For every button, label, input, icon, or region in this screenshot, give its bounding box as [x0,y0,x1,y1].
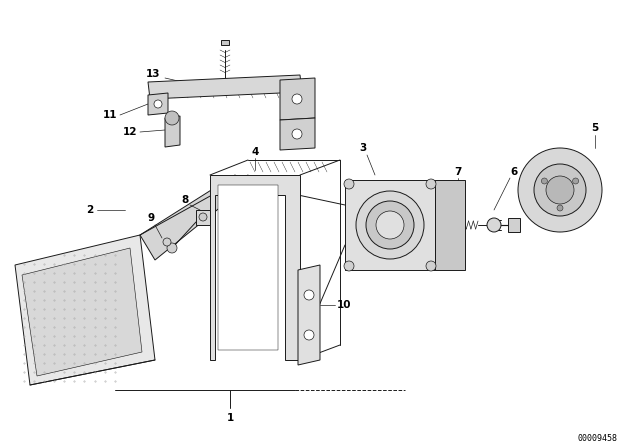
Circle shape [165,111,179,125]
Circle shape [534,164,586,216]
Text: 10: 10 [337,300,351,310]
Circle shape [163,238,171,246]
Circle shape [344,179,354,189]
Text: 1: 1 [227,413,234,423]
Polygon shape [210,175,300,360]
Polygon shape [508,218,520,232]
Circle shape [376,211,404,239]
Polygon shape [148,75,302,99]
Circle shape [487,218,501,232]
Polygon shape [280,78,315,120]
Text: 3: 3 [360,143,367,153]
Polygon shape [15,235,155,385]
Circle shape [199,213,207,221]
Circle shape [518,148,602,232]
Circle shape [366,201,414,249]
Text: 00009458: 00009458 [578,434,618,443]
Text: 12: 12 [123,127,137,137]
Polygon shape [345,180,435,270]
Polygon shape [298,265,320,365]
Circle shape [167,243,177,253]
Text: 6: 6 [510,167,518,177]
Text: 8: 8 [181,195,189,205]
Text: 9: 9 [147,213,155,223]
Polygon shape [22,248,142,376]
Polygon shape [218,185,278,350]
Text: 4: 4 [252,147,259,157]
Circle shape [546,176,574,204]
Polygon shape [140,175,248,260]
Polygon shape [435,180,465,270]
Text: 5: 5 [591,123,598,133]
Polygon shape [280,118,315,150]
Circle shape [426,261,436,271]
Circle shape [557,205,563,211]
Polygon shape [196,210,210,225]
Circle shape [292,129,302,139]
Circle shape [356,191,424,259]
Circle shape [292,94,302,104]
Circle shape [154,100,162,108]
Circle shape [304,290,314,300]
Text: 2: 2 [86,205,93,215]
Text: 7: 7 [454,167,461,177]
Circle shape [573,178,579,184]
Polygon shape [148,93,168,115]
Circle shape [541,178,547,184]
Bar [221,40,229,45]
Text: 13: 13 [146,69,160,79]
Circle shape [344,261,354,271]
Circle shape [426,179,436,189]
Polygon shape [165,116,180,147]
Circle shape [304,330,314,340]
Text: 11: 11 [103,110,117,120]
